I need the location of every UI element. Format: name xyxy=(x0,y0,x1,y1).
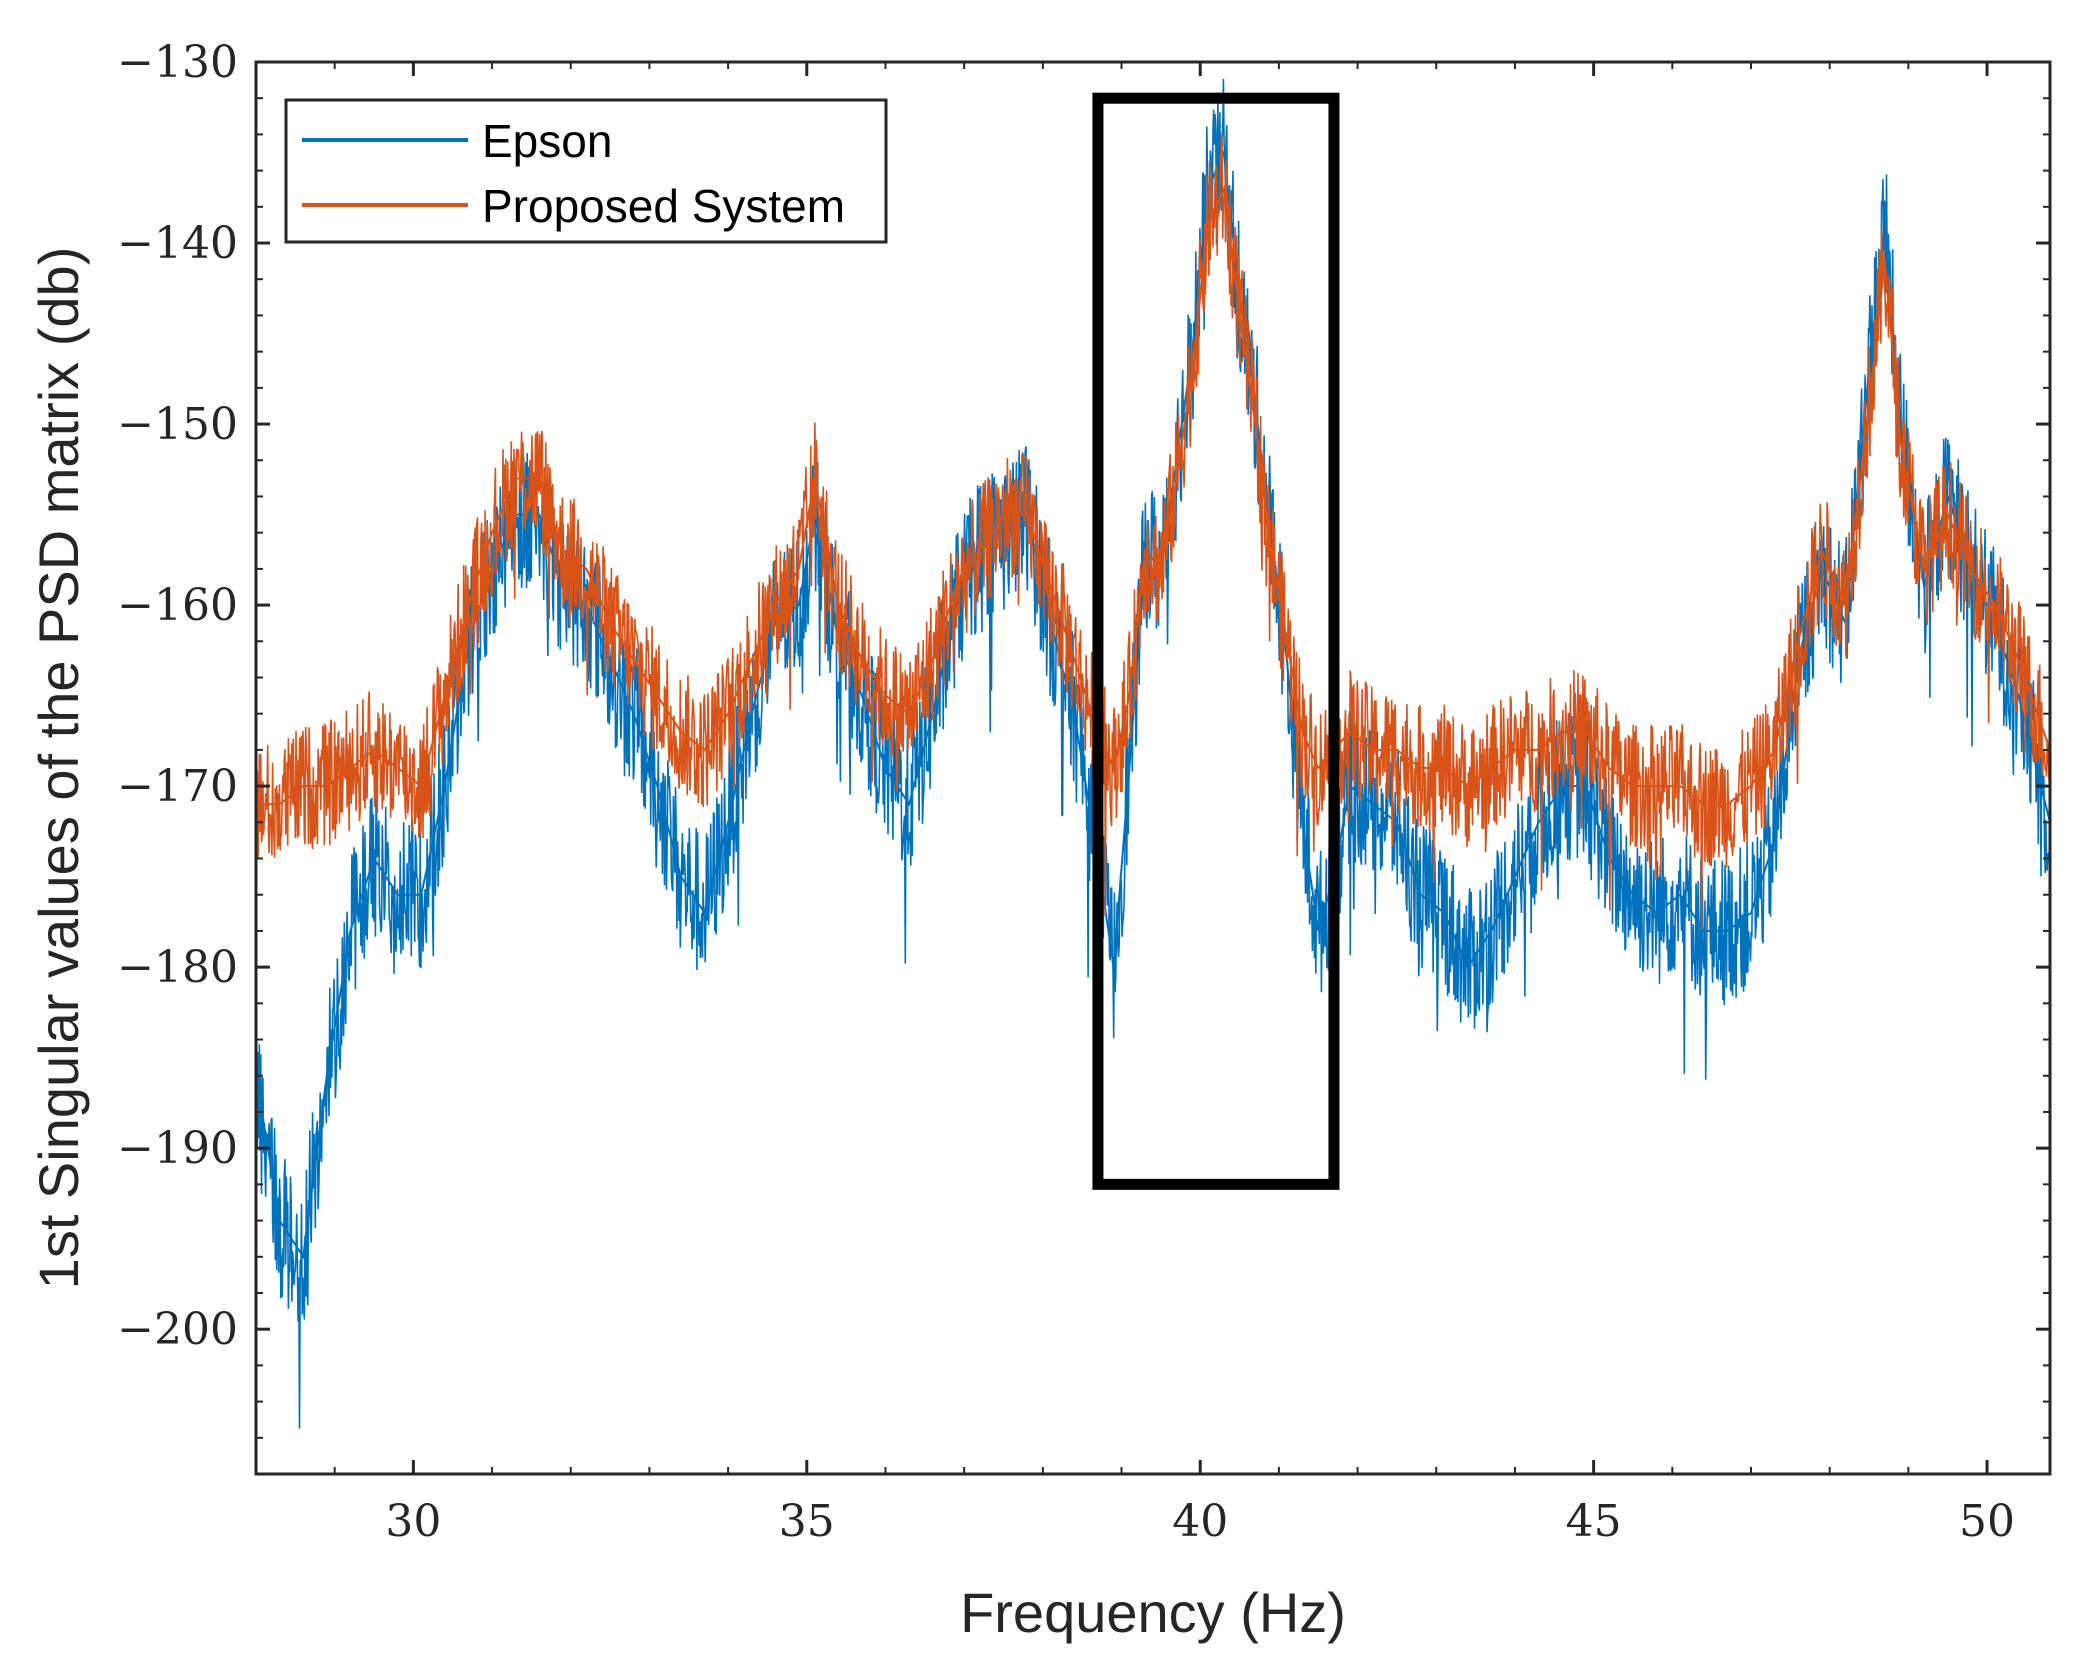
label-layer: 30 35 40 45 50 −130 −140 −150 −160 −170 −180 −190 −2… xyxy=(117,37,2015,1547)
x-tick-label-45: 45 xyxy=(1566,1496,1622,1547)
y-tick-label-190: −190 xyxy=(117,1123,238,1174)
legend: Epson Proposed System xyxy=(284,98,888,244)
series-trace-proposed-system xyxy=(256,132,2050,931)
x-tick-label-50: 50 xyxy=(1959,1496,2015,1547)
y-axis-title: 1st Singular values of the PSD matrix (d… xyxy=(27,247,90,1290)
x-axis-title: Frequency (Hz) xyxy=(960,1581,1346,1644)
x-tick-label-30: 30 xyxy=(385,1496,441,1547)
y-tick-label-130: −130 xyxy=(117,37,238,88)
highlight-rectangle xyxy=(1092,92,1340,1190)
y-tick-label-160: −160 xyxy=(117,580,238,631)
y-tick-label-140: −140 xyxy=(117,218,238,269)
y-tick-label-170: −170 xyxy=(117,761,238,812)
plot-frame xyxy=(254,60,2052,1476)
y-tick-label-180: −180 xyxy=(117,942,238,993)
y-tick-label-200: −200 xyxy=(117,1304,238,1355)
x-tick-label-35: 35 xyxy=(779,1496,835,1547)
x-tick-label-40: 40 xyxy=(1172,1496,1228,1547)
annotation-layer xyxy=(1092,92,1340,1190)
legend-box xyxy=(284,98,888,244)
y-tick-label-150: −150 xyxy=(117,399,238,450)
legend-label-proposed-system: Proposed System xyxy=(482,180,845,232)
tick-layer xyxy=(255,60,2050,1475)
legend-label-epson: Epson xyxy=(482,115,612,167)
series-layer xyxy=(256,78,2050,1429)
